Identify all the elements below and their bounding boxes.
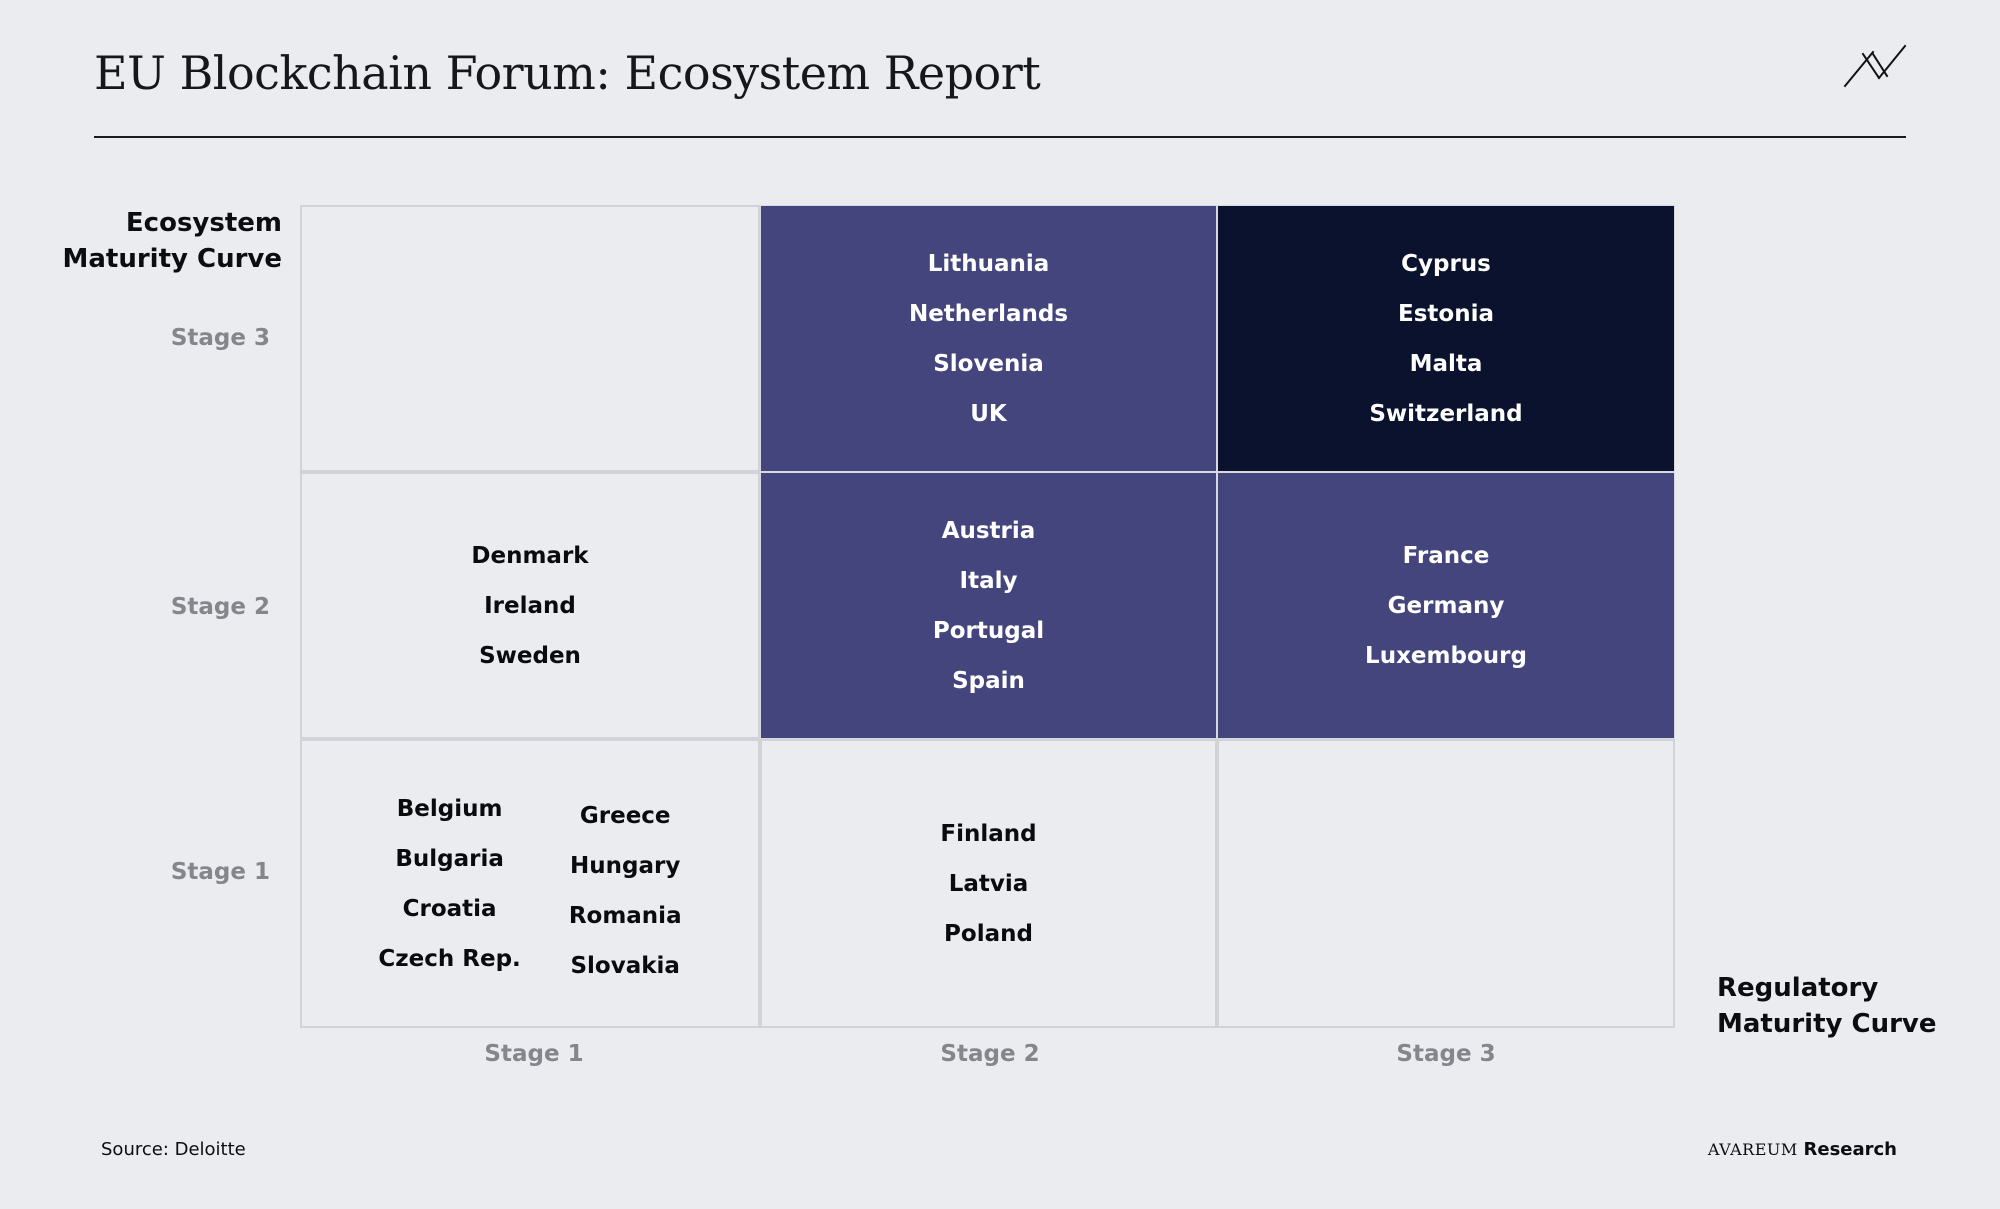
- x-axis-title-line-2: Maturity Curve: [1717, 1009, 1937, 1039]
- country-label: Latvia: [948, 870, 1029, 897]
- y-tick-label: Stage 3: [170, 325, 270, 351]
- maturity-matrix: Lithuania Netherlands Slovenia UK Cyprus Esto…: [300, 205, 1675, 1028]
- country-label: Hungary: [570, 852, 681, 879]
- y-tick-label: Stage 1: [170, 859, 270, 885]
- country-label: Ireland: [484, 592, 576, 619]
- country-label: Spain: [952, 667, 1025, 694]
- country-label: Malta: [1409, 350, 1483, 377]
- country-label: Portugal: [932, 617, 1045, 644]
- matrix-cell: Austria Italy Portugal Spain: [760, 472, 1217, 739]
- country-label: Switzerland: [1369, 400, 1523, 427]
- country-label: Sweden: [479, 642, 581, 669]
- avareum-logo-icon: [1843, 44, 1907, 88]
- y-axis-title-line-2: Maturity Curve: [62, 244, 282, 274]
- matrix-cell: France Germany Luxembourg: [1217, 472, 1675, 739]
- country-label: Slovenia: [933, 350, 1044, 377]
- country-label: Cyprus: [1401, 250, 1491, 277]
- country-label: UK: [970, 400, 1007, 427]
- brand-suffix: Research: [1803, 1139, 1898, 1160]
- country-label: Italy: [959, 567, 1018, 594]
- country-list: Lithuania Netherlands Slovenia UK: [761, 206, 1216, 471]
- matrix-cell: [300, 205, 760, 472]
- y-axis-title: Ecosystem Maturity Curve: [60, 205, 282, 277]
- country-label: Croatia: [402, 895, 497, 922]
- brand-name: AVAREUM: [1707, 1140, 1798, 1159]
- country-list: France Germany Luxembourg: [1218, 473, 1674, 738]
- matrix-cell: Belgium Bulgaria Croatia Czech Rep. Greece Hu…: [300, 739, 760, 1028]
- x-axis-title-line-1: Regulatory: [1717, 973, 1879, 1003]
- matrix-cell: Denmark Ireland Sweden: [300, 472, 760, 739]
- country-list: Cyprus Estonia Malta Switzerland: [1218, 206, 1674, 471]
- header-divider: [94, 136, 1906, 138]
- x-axis-title: Regulatory Maturity Curve: [1717, 970, 1937, 1042]
- brand-credit: AVAREUM Research: [1708, 1139, 1897, 1160]
- country-label: Denmark: [471, 542, 589, 569]
- country-label: France: [1402, 542, 1490, 569]
- country-label: Czech Rep.: [378, 945, 521, 972]
- source-note: Source: Deloitte: [101, 1139, 246, 1160]
- country-label: Poland: [944, 920, 1033, 947]
- country-label: Finland: [940, 820, 1037, 847]
- country-label: Greece: [579, 802, 671, 829]
- country-label: Lithuania: [927, 250, 1050, 277]
- country-label: Romania: [568, 902, 682, 929]
- country-label: Belgium: [396, 795, 503, 822]
- country-column: Greece Hungary Romania Slovakia: [569, 791, 682, 991]
- country-label: Bulgaria: [395, 845, 504, 872]
- country-label: Luxembourg: [1365, 642, 1527, 669]
- country-list: Austria Italy Portugal Spain: [761, 473, 1216, 738]
- country-label: Germany: [1387, 592, 1505, 619]
- country-column: Belgium Bulgaria Croatia Czech Rep.: [378, 784, 520, 984]
- country-label: Austria: [941, 517, 1036, 544]
- country-list: Finland Latvia Poland: [762, 741, 1215, 1026]
- country-list: Denmark Ireland Sweden: [302, 474, 758, 737]
- country-list: Belgium Bulgaria Croatia Czech Rep. Greece Hu…: [302, 741, 758, 1026]
- country-label: Slovakia: [570, 952, 680, 979]
- matrix-cell: Cyprus Estonia Malta Switzerland: [1217, 205, 1675, 472]
- country-label: Estonia: [1398, 300, 1494, 327]
- country-list: [302, 207, 758, 470]
- page-title: EU Blockchain Forum: Ecosystem Report: [94, 46, 1041, 100]
- x-tick-label: Stage 3: [1396, 1041, 1496, 1067]
- country-label: Netherlands: [908, 300, 1069, 327]
- matrix-cell: Finland Latvia Poland: [760, 739, 1217, 1028]
- country-list: [1219, 741, 1673, 1026]
- x-tick-label: Stage 2: [940, 1041, 1040, 1067]
- matrix-cell: [1217, 739, 1675, 1028]
- y-tick-label: Stage 2: [170, 594, 270, 620]
- matrix-cell: Lithuania Netherlands Slovenia UK: [760, 205, 1217, 472]
- y-axis-title-line-1: Ecosystem: [125, 208, 282, 238]
- x-tick-label: Stage 1: [484, 1041, 584, 1067]
